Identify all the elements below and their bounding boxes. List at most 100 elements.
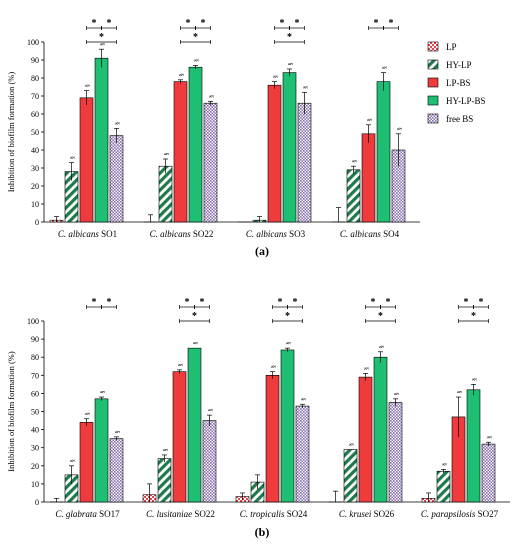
y-tick-label: 30 (31, 444, 39, 453)
comparison-mark: * (200, 297, 205, 308)
comparison-mark: * (378, 311, 383, 322)
y-tick-label: 10 (31, 200, 39, 209)
category-strain: SO4 (381, 229, 400, 239)
comparison-mark: * (371, 297, 376, 308)
bar-hy-lp-bs (467, 390, 480, 502)
panel-label: (a) (255, 244, 269, 258)
y-tick-label: 30 (31, 164, 39, 173)
category-species: C. glabrata (55, 509, 97, 519)
bar-hy-lp-bs (283, 73, 296, 222)
legend-label: free BS (446, 114, 473, 124)
category-label: C. albicans SO3 (246, 229, 306, 239)
significance-mark: § (86, 84, 92, 87)
significance-mark: § (272, 365, 278, 368)
category-strain: SO22 (191, 229, 214, 239)
comparison-mark: * (287, 32, 292, 43)
bar-hy-lp (347, 170, 360, 222)
significance-mark: § (398, 127, 404, 130)
comparison-mark: * (464, 297, 469, 308)
significance-mark: § (86, 412, 92, 415)
bar-free-bs (296, 406, 309, 502)
legend-label: LP (446, 42, 457, 52)
comparison-mark: * (107, 297, 112, 308)
bar-lp-bs (173, 372, 186, 502)
significance-mark: § (179, 363, 185, 366)
significance-mark: § (101, 43, 107, 46)
significance-mark: § (195, 59, 201, 62)
comparison-mark: * (185, 297, 190, 308)
bar-free-bs (110, 439, 123, 502)
comparison-mark: * (295, 18, 300, 29)
category-species: C. albicans (58, 229, 99, 239)
bar-free-bs (203, 421, 216, 502)
category-label: C. glabrata SO17 (55, 509, 120, 519)
comparison-mark: * (386, 297, 391, 308)
significance-mark: § (71, 156, 77, 159)
category-species: C. tropicalis (240, 509, 285, 519)
significance-mark: § (380, 345, 386, 348)
significance-mark: § (164, 448, 170, 451)
bar-free-bs (482, 444, 495, 502)
category-species: C. krusei (339, 509, 372, 519)
comparison-mark: * (374, 18, 379, 29)
category-label: C. parapsilosis SO27 (421, 509, 499, 519)
y-tick-label: 90 (31, 335, 39, 344)
category-strain: SO27 (475, 509, 498, 519)
category-label: C. albicans SO4 (340, 229, 400, 239)
bar-free-bs (389, 402, 402, 502)
category-species: C. parapsilosis (421, 509, 476, 519)
legend-swatch-hylpbs (428, 96, 438, 105)
significance-mark: § (383, 66, 389, 69)
significance-mark: § (395, 392, 401, 395)
comparison-mark: * (192, 311, 197, 322)
comparison-mark: * (99, 32, 104, 43)
category-species: C. albicans (340, 229, 381, 239)
significance-mark: § (488, 436, 494, 439)
comparison-mark: * (107, 18, 112, 29)
bar-free-bs (204, 103, 217, 222)
y-tick-label: 100 (27, 38, 39, 47)
bar-lp-bs (80, 422, 93, 502)
significance-mark: § (287, 342, 293, 345)
significance-mark: § (350, 443, 356, 446)
comparison-mark: * (186, 18, 191, 29)
comparison-mark: * (193, 32, 198, 43)
y-tick-label: 100 (27, 317, 39, 326)
bar-lp-bs (268, 85, 281, 222)
legend-swatch-lp (428, 42, 438, 51)
bar-hy-lp-bs (377, 82, 390, 222)
category-strain: SO26 (371, 509, 394, 519)
significance-mark: § (473, 378, 479, 381)
category-species: C. albicans (150, 229, 191, 239)
comparison-mark: * (280, 18, 285, 29)
category-strain: SO24 (284, 509, 307, 519)
bar-free-bs (298, 103, 311, 222)
significance-mark: § (194, 342, 200, 345)
y-tick-label: 0 (35, 218, 39, 227)
comparison-mark: * (92, 297, 97, 308)
bar-hy-lp (159, 166, 172, 222)
y-tick-label: 50 (31, 408, 39, 417)
significance-mark: § (365, 367, 371, 370)
category-species: C. albicans (246, 229, 287, 239)
significance-mark: § (116, 122, 122, 125)
y-tick-label: 70 (31, 371, 39, 380)
legend-swatch-freebs (428, 114, 438, 123)
y-tick-label: 70 (31, 92, 39, 101)
bar-lp-bs (80, 98, 93, 222)
significance-mark: § (180, 73, 186, 76)
category-label: C. albicans SO22 (150, 229, 214, 239)
bar-hy-lp (158, 459, 171, 502)
y-tick-label: 40 (31, 426, 39, 435)
bar-hy-lp-bs (188, 348, 201, 502)
y-tick-label: 80 (31, 353, 39, 362)
y-tick-label: 80 (31, 74, 39, 83)
category-strain: SO1 (99, 229, 117, 239)
comparison-mark: * (471, 311, 476, 322)
category-strain: SO22 (192, 509, 215, 519)
significance-mark: § (368, 118, 374, 121)
